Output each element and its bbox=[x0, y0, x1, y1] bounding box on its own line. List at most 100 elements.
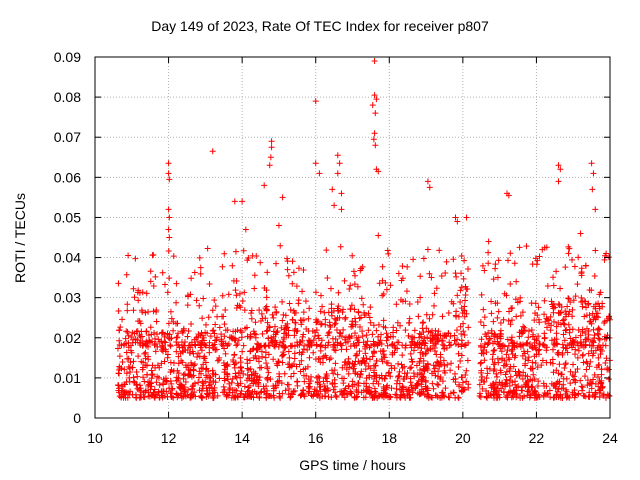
data-point bbox=[503, 351, 510, 358]
data-point bbox=[156, 364, 163, 371]
data-point bbox=[255, 377, 262, 384]
data-point bbox=[298, 391, 305, 398]
data-point-outlier bbox=[589, 186, 596, 193]
data-point bbox=[285, 272, 292, 279]
data-point bbox=[481, 267, 488, 274]
data-point-outlier bbox=[209, 148, 216, 155]
data-point bbox=[125, 363, 132, 370]
data-point bbox=[478, 359, 485, 366]
data-point bbox=[591, 272, 598, 279]
data-point bbox=[275, 343, 282, 350]
data-point bbox=[142, 309, 149, 316]
data-point bbox=[320, 353, 327, 360]
data-point bbox=[225, 376, 232, 383]
data-point-outlier bbox=[279, 194, 286, 201]
data-point bbox=[328, 367, 335, 374]
data-point bbox=[376, 374, 383, 381]
data-point bbox=[405, 332, 412, 339]
data-point bbox=[565, 295, 572, 302]
x-tick-label: 14 bbox=[234, 430, 250, 446]
data-point bbox=[348, 302, 355, 309]
data-point bbox=[478, 377, 485, 384]
data-point bbox=[366, 344, 373, 351]
data-point bbox=[455, 394, 462, 401]
data-point bbox=[532, 359, 539, 366]
data-point-outlier bbox=[275, 222, 282, 229]
data-point bbox=[137, 385, 144, 392]
data-point bbox=[142, 388, 149, 395]
data-point bbox=[491, 390, 498, 397]
data-point bbox=[565, 311, 572, 318]
data-point bbox=[572, 293, 579, 300]
data-point bbox=[233, 292, 240, 299]
data-point-outlier bbox=[165, 170, 172, 177]
data-point bbox=[272, 323, 279, 330]
data-point bbox=[535, 347, 542, 354]
data-point bbox=[219, 263, 226, 270]
data-point bbox=[290, 269, 297, 276]
data-point bbox=[441, 393, 448, 400]
data-point bbox=[462, 291, 469, 298]
data-point bbox=[273, 308, 280, 315]
data-point bbox=[246, 357, 253, 364]
data-point bbox=[116, 363, 123, 370]
data-point bbox=[270, 314, 277, 321]
data-point bbox=[247, 347, 254, 354]
data-point bbox=[541, 334, 548, 341]
data-point bbox=[420, 329, 427, 336]
data-point bbox=[575, 391, 582, 398]
data-point bbox=[367, 319, 374, 326]
data-point bbox=[134, 373, 141, 380]
data-point bbox=[349, 360, 356, 367]
data-point bbox=[178, 383, 185, 390]
data-point-outlier bbox=[452, 214, 459, 221]
data-point bbox=[476, 381, 483, 388]
data-point bbox=[126, 374, 133, 381]
data-point bbox=[352, 330, 359, 337]
data-point bbox=[378, 341, 385, 348]
data-point bbox=[130, 374, 137, 381]
data-point bbox=[354, 393, 361, 400]
data-point bbox=[238, 388, 245, 395]
data-point bbox=[490, 318, 497, 325]
data-point bbox=[234, 302, 241, 309]
data-point bbox=[274, 328, 281, 335]
data-point bbox=[503, 376, 510, 383]
data-point bbox=[442, 332, 449, 339]
data-point bbox=[584, 377, 591, 384]
data-point bbox=[513, 278, 520, 285]
data-point bbox=[348, 390, 355, 397]
data-point bbox=[308, 373, 315, 380]
data-point bbox=[579, 303, 586, 310]
data-point bbox=[493, 373, 500, 380]
data-point bbox=[221, 333, 228, 340]
data-point bbox=[262, 354, 269, 361]
data-point bbox=[563, 388, 570, 395]
data-point bbox=[455, 313, 462, 320]
data-point bbox=[490, 361, 497, 368]
data-point bbox=[508, 317, 515, 324]
data-point bbox=[529, 359, 536, 366]
data-point bbox=[433, 341, 440, 348]
data-point bbox=[441, 367, 448, 374]
data-point bbox=[485, 249, 492, 256]
data-point bbox=[309, 327, 316, 334]
data-point bbox=[265, 369, 272, 376]
data-point-outlier bbox=[590, 170, 597, 177]
data-point bbox=[196, 302, 203, 309]
data-point bbox=[495, 308, 502, 315]
data-point bbox=[248, 315, 255, 322]
data-point bbox=[491, 366, 498, 373]
data-point bbox=[261, 343, 268, 350]
data-point bbox=[525, 354, 532, 361]
data-point bbox=[385, 250, 392, 257]
data-point bbox=[516, 373, 523, 380]
data-point bbox=[133, 368, 140, 375]
data-point bbox=[292, 309, 299, 316]
data-point bbox=[410, 370, 417, 377]
data-point bbox=[583, 325, 590, 332]
data-point bbox=[222, 350, 229, 357]
data-point bbox=[206, 349, 213, 356]
data-point bbox=[581, 373, 588, 380]
data-point bbox=[151, 386, 158, 393]
